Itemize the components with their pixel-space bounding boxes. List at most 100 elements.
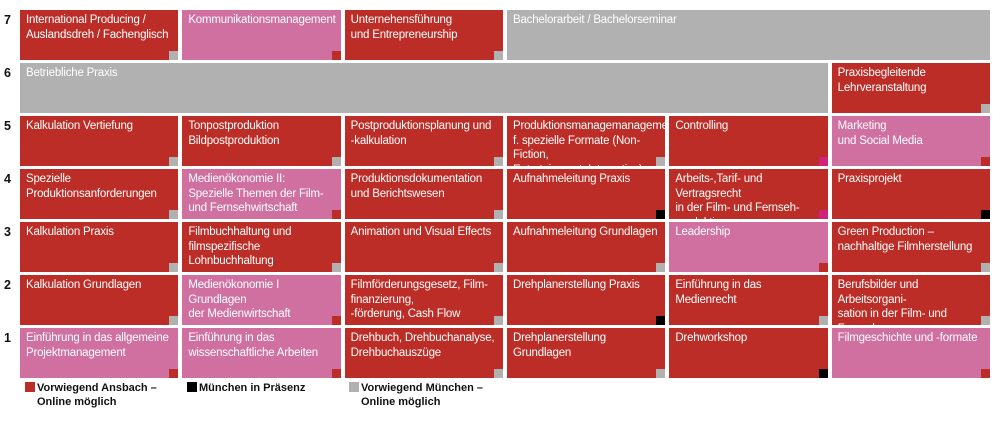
curriculum-grid: International Producing / Auslandsdreh /…	[20, 10, 990, 378]
module-title: Medienökonomie I Grundlagen der Medienwi…	[188, 279, 291, 320]
module-cell: Unternehensführung und Entrepreneurship	[344, 10, 503, 60]
module-cell: Bachelorarbeit / Bachelorseminar	[506, 10, 990, 60]
module-cell: Drehbuch, Drehbuchanalyse, Drehbuchauszü…	[344, 328, 503, 378]
legend-swatch-icon	[25, 382, 35, 392]
module-cell: Einführung in das allgemeine Projektmana…	[20, 328, 179, 378]
module-title: Berufsbilder und Arbeitsorgani- sation i…	[837, 279, 947, 325]
location-marker-icon	[818, 263, 828, 272]
module-title: International Producing / Auslandsdreh /…	[26, 14, 169, 41]
module-cell: Drehplanerstellung Grundlagen	[506, 328, 666, 378]
location-marker-icon	[169, 263, 179, 272]
module-cell: Einführung in das Medienrecht	[669, 275, 828, 325]
module-title: Kalkulation Praxis	[26, 226, 114, 238]
module-cell: Spezielle Produktionsanforderungen	[20, 169, 179, 219]
module-title: Bachelorarbeit / Bachelorseminar	[512, 14, 677, 26]
module-cell: Aufnahmeleitung Praxis	[506, 169, 666, 219]
location-marker-icon	[656, 157, 666, 166]
location-marker-icon	[493, 51, 503, 60]
location-marker-icon	[169, 369, 179, 378]
module-title: Praxisprojekt	[837, 173, 902, 185]
module-title: Kommunikationsmanagement	[188, 14, 336, 26]
module-cell: Animation und Visual Effects	[344, 222, 503, 272]
location-marker-icon	[656, 263, 666, 272]
location-marker-icon	[331, 157, 341, 166]
location-marker-icon	[980, 316, 990, 325]
module-title: Praxisbegleitende Lehrveranstaltung	[837, 67, 927, 94]
location-marker-icon	[493, 369, 503, 378]
location-marker-icon	[331, 51, 341, 60]
location-marker-icon	[818, 369, 828, 378]
module-title: Postproduktionsplanung und -kalkulation	[350, 120, 492, 147]
module-title: Kalkulation Grundlagen	[26, 279, 142, 291]
location-marker-icon	[818, 157, 828, 166]
module-title: Filmbuchhaltung und filmspezifische Lohn…	[188, 226, 292, 267]
module-title: Filmgeschichte und -formate	[837, 332, 978, 344]
module-cell: Controlling	[669, 116, 828, 166]
module-title: Kalkulation Vertiefung	[26, 120, 133, 132]
semester-number: 2	[4, 278, 11, 292]
location-marker-icon	[169, 316, 179, 325]
module-title: Green Production – nachhaltige Filmherst…	[837, 226, 973, 253]
semester-number: 1	[4, 331, 11, 345]
module-cell: Filmgeschichte und -formate	[831, 328, 990, 378]
module-cell: Green Production – nachhaltige Filmherst…	[831, 222, 990, 272]
semester-number: 4	[4, 172, 11, 186]
module-title: Aufnahmeleitung Praxis	[512, 173, 631, 185]
location-marker-icon	[169, 51, 179, 60]
module-cell: Marketing und Social Media	[831, 116, 990, 166]
module-title: Filmförderungsgesetz, Film- finanzierung…	[350, 279, 488, 320]
module-cell: Filmbuchhaltung und filmspezifische Lohn…	[182, 222, 341, 272]
module-cell: International Producing / Auslandsdreh /…	[20, 10, 179, 60]
module-title: Produktionsdokumentation und Berichtswes…	[350, 173, 483, 200]
module-cell: Arbeits-,Tarif- und Vertragsrecht in der…	[669, 169, 828, 219]
module-title: Aufnahmeleitung Grundlagen	[512, 226, 658, 238]
module-cell: Kalkulation Praxis	[20, 222, 179, 272]
location-marker-icon	[169, 210, 179, 219]
module-title: Controlling	[675, 120, 729, 132]
module-cell: Medienökonomie I Grundlagen der Medienwi…	[182, 275, 341, 325]
module-title: Betriebliche Praxis	[26, 67, 118, 79]
module-title: Drehplanerstellung Praxis	[512, 279, 640, 291]
module-title: Drehworkshop	[675, 332, 748, 344]
module-title: Einführung in das allgemeine Projektmana…	[26, 332, 169, 359]
module-title: Produktionsmanagemanagement f. spezielle…	[512, 120, 666, 166]
module-cell: Praxisprojekt	[831, 169, 990, 219]
location-marker-icon	[980, 263, 990, 272]
module-cell: Aufnahmeleitung Grundlagen	[506, 222, 666, 272]
location-marker-icon	[656, 210, 666, 219]
legend-label: München in Präsenz	[199, 382, 306, 394]
module-title: Drehplanerstellung Grundlagen	[512, 332, 606, 359]
location-marker-icon	[331, 369, 341, 378]
legend-label: Vorwiegend Ansbach – Online möglich	[37, 382, 157, 408]
module-title: Einführung in das Medienrecht	[675, 279, 762, 306]
location-marker-icon	[331, 210, 341, 219]
module-title: Medienökonomie II: Spezielle Themen der …	[188, 173, 324, 214]
legend-label: Vorwiegend München – Online möglich	[361, 382, 484, 408]
location-marker-icon	[818, 210, 828, 219]
location-marker-icon	[980, 369, 990, 378]
module-cell: Leadership	[669, 222, 828, 272]
location-marker-icon	[493, 263, 503, 272]
module-cell: Einführung in das wissenschaftliche Arbe…	[182, 328, 341, 378]
module-cell: Kommunikationsmanagement	[182, 10, 341, 60]
module-title: Unternehensführung und Entrepreneurship	[350, 14, 458, 41]
semester-number: 6	[4, 66, 11, 80]
module-title: Arbeits-,Tarif- und Vertragsrecht in der…	[675, 173, 800, 219]
location-marker-icon	[656, 316, 666, 325]
location-marker-icon	[169, 157, 179, 166]
location-marker-icon	[818, 316, 828, 325]
module-cell: Drehplanerstellung Praxis	[506, 275, 666, 325]
location-marker-icon	[980, 210, 990, 219]
module-cell: Postproduktionsplanung und -kalkulation	[344, 116, 503, 166]
semester-number: 5	[4, 119, 11, 133]
module-cell: Praxisbegleitende Lehrveranstaltung	[831, 63, 990, 113]
location-marker-icon	[331, 316, 341, 325]
module-cell: Kalkulation Grundlagen	[20, 275, 179, 325]
semester-number: 7	[4, 13, 11, 27]
module-cell: Medienökonomie II: Spezielle Themen der …	[182, 169, 341, 219]
location-marker-icon	[656, 369, 666, 378]
module-title: Einführung in das wissenschaftliche Arbe…	[188, 332, 319, 359]
legend-swatch-icon	[187, 382, 197, 392]
module-cell: Produktionsdokumentation und Berichtswes…	[344, 169, 503, 219]
location-marker-icon	[980, 157, 990, 166]
